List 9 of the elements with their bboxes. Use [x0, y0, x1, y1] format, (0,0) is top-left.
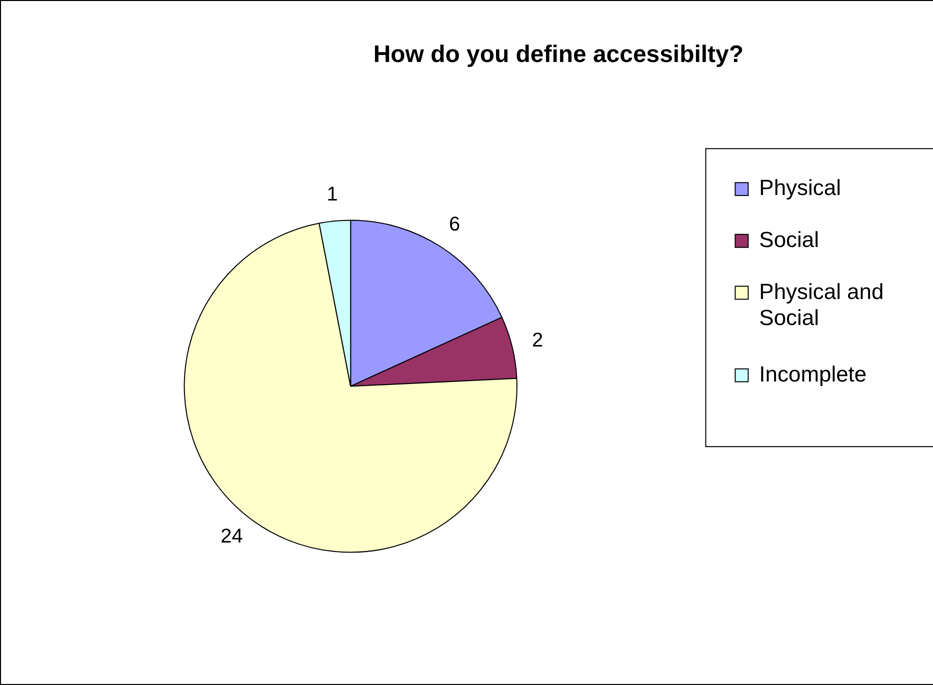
chart-title: How do you define accessibilty?: [373, 40, 744, 68]
data-label: 1: [326, 184, 338, 206]
legend-label: Physical: [759, 175, 841, 200]
data-label: 2: [532, 330, 544, 352]
data-label: 24: [220, 526, 243, 548]
legend-label: Social: [759, 226, 819, 252]
data-label: 6: [449, 213, 460, 236]
legend-label: Incomplete: [759, 361, 867, 386]
legend-label: Physical and Social: [759, 278, 884, 330]
